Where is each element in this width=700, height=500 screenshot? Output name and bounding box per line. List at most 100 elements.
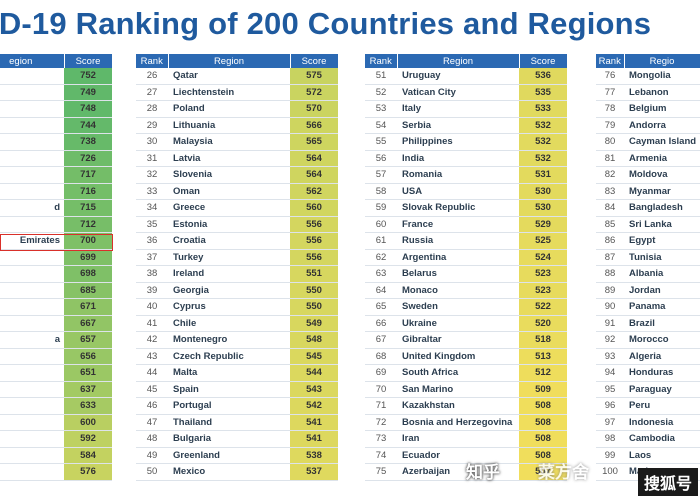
- table-row: 633: [0, 397, 112, 415]
- rank-cell: 66: [365, 315, 397, 332]
- region-cell: Turkey: [168, 249, 290, 266]
- rank-cell: 27: [136, 84, 168, 101]
- rank-cell: 89: [596, 282, 624, 299]
- score-cell: 564: [290, 150, 338, 167]
- table-row: d 715: [0, 199, 112, 217]
- table-row: 44 Malta 544: [136, 364, 338, 382]
- score-cell: 523: [519, 282, 567, 299]
- table-row: 39 Georgia 550: [136, 282, 338, 299]
- region-cell: USA: [397, 183, 519, 200]
- rank-cell: 59: [365, 199, 397, 217]
- region-cell: Thailand: [168, 414, 290, 431]
- region-cell: Belarus: [397, 265, 519, 283]
- table-row: 717: [0, 166, 112, 184]
- table-row: 66 Ukraine 520: [365, 315, 567, 332]
- score-cell: 509: [519, 381, 567, 398]
- score-cell: 518: [519, 331, 567, 349]
- rank-cell: 68: [365, 348, 397, 365]
- region-cell: Armenia: [624, 150, 700, 167]
- table-row: 29 Lithuania 566: [136, 117, 338, 134]
- region-cell: [0, 282, 64, 299]
- score-cell: 698: [64, 265, 112, 283]
- region-cell: Czech Republic: [168, 348, 290, 365]
- score-cell: 576: [64, 463, 112, 481]
- region-cell: [0, 430, 64, 448]
- region-cell: Sweden: [397, 298, 519, 316]
- table-row: 77 Lebanon: [596, 84, 700, 101]
- rank-cell: 44: [136, 364, 168, 382]
- rank-cell: 54: [365, 117, 397, 134]
- rank-cell: 60: [365, 216, 397, 233]
- region-cell: [0, 133, 64, 151]
- table-row: 54 Serbia 532: [365, 117, 567, 134]
- score-cell: 600: [64, 414, 112, 431]
- table-row: 752: [0, 68, 112, 85]
- region-cell: Albania: [624, 265, 700, 283]
- table-row: 94 Honduras: [596, 364, 700, 382]
- score-cell: 532: [519, 150, 567, 167]
- region-cell: Italy: [397, 100, 519, 118]
- score-cell: 520: [519, 315, 567, 332]
- table-row: 38 Ireland 551: [136, 265, 338, 283]
- rank-cell: 77: [596, 84, 624, 101]
- rank-cell: 26: [136, 68, 168, 85]
- region-cell: Kazakhstan: [397, 397, 519, 415]
- table-row: 34 Greece 560: [136, 199, 338, 217]
- table-row: 26 Qatar 575: [136, 68, 338, 85]
- rank-cell: 78: [596, 100, 624, 118]
- table-row: 600: [0, 414, 112, 431]
- table-row: 48 Bulgaria 541: [136, 430, 338, 448]
- region-cell: [0, 348, 64, 365]
- sohu-watermark: 搜狐号: [637, 468, 698, 496]
- table-row: 656: [0, 348, 112, 365]
- score-cell: 726: [64, 150, 112, 167]
- region-cell: Poland: [168, 100, 290, 118]
- rank-cell: 50: [136, 463, 168, 481]
- region-cell: South Africa: [397, 364, 519, 382]
- table-row: 98 Cambodia: [596, 430, 700, 448]
- region-cell: Cyprus: [168, 298, 290, 316]
- score-cell: 712: [64, 216, 112, 233]
- region-cell: Uruguay: [397, 68, 519, 85]
- rank-cell: 85: [596, 216, 624, 233]
- region-cell: Slovenia: [168, 166, 290, 184]
- rank-cell: 45: [136, 381, 168, 398]
- score-cell: 560: [290, 199, 338, 217]
- score-cell: 556: [290, 232, 338, 250]
- score-cell: 508: [519, 430, 567, 448]
- region-cell: Montenegro: [168, 331, 290, 349]
- score-cell: 537: [290, 463, 338, 481]
- table-row: 28 Poland 570: [136, 100, 338, 118]
- region-cell: Serbia: [397, 117, 519, 134]
- rank-cell: 47: [136, 414, 168, 431]
- table-row: 667: [0, 315, 112, 332]
- score-cell: 592: [64, 430, 112, 448]
- region-cell: Slovak Republic: [397, 199, 519, 217]
- rank-cell: 69: [365, 364, 397, 382]
- region-cell: Myanmar: [624, 183, 700, 200]
- score-cell: 524: [519, 249, 567, 266]
- score-cell: 507: [519, 463, 567, 481]
- rank-cell: 57: [365, 166, 397, 184]
- table-row: 96 Peru: [596, 397, 700, 415]
- score-cell: 522: [519, 298, 567, 316]
- rank-cell: 29: [136, 117, 168, 134]
- rank-cell: 83: [596, 183, 624, 200]
- region-cell: a: [0, 331, 64, 349]
- table-row: 71 Kazakhstan 508: [365, 397, 567, 415]
- region-cell: India: [397, 150, 519, 167]
- region-cell: Malta: [168, 364, 290, 382]
- rank-cell: 76: [596, 68, 624, 85]
- region-cell: Portugal: [168, 397, 290, 415]
- table-row: 52 Vatican City 535: [365, 84, 567, 101]
- region-cell: Romania: [397, 166, 519, 184]
- region-cell: Bangladesh: [624, 199, 700, 217]
- rank-cell: 62: [365, 249, 397, 266]
- region-cell: Malaysia: [168, 133, 290, 151]
- rank-cell: 67: [365, 331, 397, 349]
- score-cell: 565: [290, 133, 338, 151]
- score-cell: 531: [519, 166, 567, 184]
- table-row: 36 Croatia 556: [136, 232, 338, 250]
- rank-cell: 64: [365, 282, 397, 299]
- table-row: 45 Spain 543: [136, 381, 338, 398]
